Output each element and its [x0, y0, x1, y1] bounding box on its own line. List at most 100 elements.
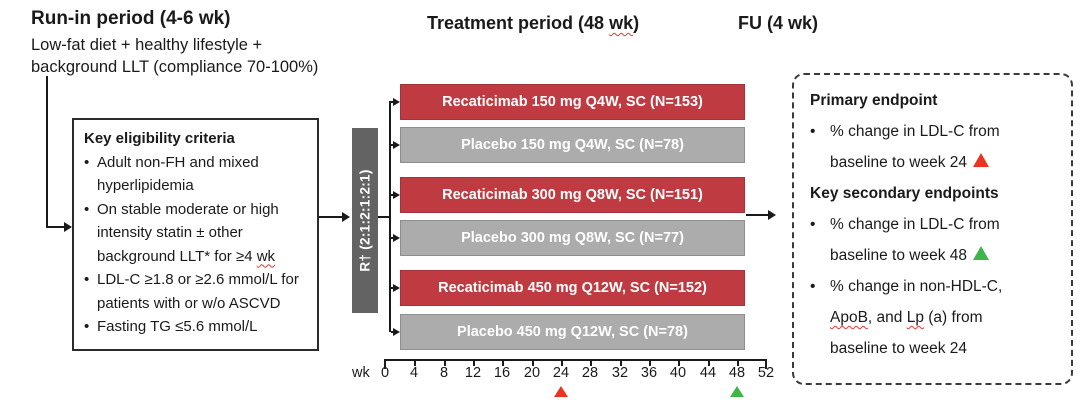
eligibility-title: Key eligibility criteria — [84, 130, 235, 147]
axis-tick — [414, 359, 416, 366]
eligibility-bullet-1: • Adult non-FH and mixed hyperlipidemia — [84, 151, 311, 198]
branch-line-5 — [391, 287, 394, 289]
randomization-label: R† (2:1:2:1:2:1) — [357, 169, 373, 272]
secondary-endpoint-2-seg1: % change in non-HDL-C, — [830, 278, 1003, 295]
week-label-40: 40 — [669, 365, 687, 381]
r-to-trunk-line — [378, 216, 390, 218]
axis-tick — [708, 359, 710, 366]
treatment-title-pre: Treatment period (48 — [427, 13, 610, 33]
followup-period-title: FU (4 wk) — [738, 13, 819, 33]
secondary-endpoint-2-seg3: (a) from baseline to week 24 — [830, 309, 983, 357]
week-label-16: 16 — [493, 365, 511, 381]
secondary-endpoints-title: Key secondary endpoints — [810, 185, 999, 202]
secondary-endpoint-2-seg2: , and — [867, 309, 907, 326]
green-triangle-icon — [973, 246, 990, 260]
axis-tick — [532, 359, 534, 366]
primary-endpoint-text: % change in LDL-C from baseline to week … — [830, 116, 1032, 178]
arm-bar-placebo-300: Placebo 300 mg Q8W, SC (N=77) — [400, 220, 745, 256]
runin-period-title: Run-in period (4-6 wk) — [31, 8, 231, 29]
primary-endpoint-text-body: % change in LDL-C from baseline to week … — [830, 123, 1000, 171]
arm-bar-recaticimab-150: Recaticimab 150 mg Q4W, SC (N=153) — [400, 84, 745, 120]
bullet-icon: • — [84, 153, 90, 171]
eligibility-bullet-2-wk: wk — [256, 247, 276, 265]
week-label-44: 44 — [699, 365, 717, 381]
branch-line-1 — [391, 101, 394, 103]
arm-bar-placebo-150: Placebo 150 mg Q4W, SC (N=78) — [400, 127, 745, 163]
runin-connector-hline — [46, 226, 65, 228]
axis-tick — [590, 359, 592, 366]
secondary-endpoint-2-apob: ApoB — [830, 309, 868, 326]
bullet-icon: • — [84, 318, 90, 335]
secondary-endpoint-1-body: % change in LDL-C from baseline to week … — [830, 216, 1000, 264]
branch-trunk-line — [389, 101, 391, 332]
runin-line1: Low-fat diet + healthy lifestyle + — [31, 36, 263, 54]
eligibility-bullet-3-text: LDL-C ≥1.8 or ≥2.6 mmol/L for patients w… — [97, 271, 299, 312]
eligibility-bullet-3: • LDL-C ≥1.8 or ≥2.6 mmol/L for patients… — [84, 268, 311, 315]
bullet-icon: • — [84, 200, 90, 218]
arms-to-endpoints-line — [746, 214, 769, 216]
secondary-endpoint-bullet-1: • % change in LDL-C from baseline to wee… — [810, 209, 1057, 271]
eligibility-bullet-4: • Fasting TG ≤5.6 mmol/L — [84, 315, 311, 339]
week-axis-line — [384, 359, 767, 361]
bullet-icon: • — [810, 278, 816, 295]
week-label-12: 12 — [464, 365, 482, 381]
eligibility-to-r-arrowhead-icon — [342, 212, 350, 222]
branch-line-6 — [391, 331, 394, 333]
branch-arrowhead-icon-4 — [393, 234, 400, 242]
branch-arrowhead-icon-1 — [393, 98, 400, 106]
axis-tick — [444, 359, 446, 366]
eligibility-bullet-2-pre: On stable moderate or high intensity sta… — [97, 200, 279, 265]
axis-tick — [502, 359, 504, 366]
week-axis-unit-label: wk — [352, 365, 370, 381]
week-label-28: 28 — [581, 365, 599, 381]
branch-arrowhead-icon-3 — [393, 191, 400, 199]
axis-tick — [561, 359, 563, 366]
arm-bar-recaticimab-300: Recaticimab 300 mg Q8W, SC (N=151) — [400, 177, 745, 213]
branch-line-3 — [391, 194, 394, 196]
branch-arrowhead-icon-2 — [393, 141, 400, 149]
arms-to-endpoints-arrowhead-icon — [768, 210, 776, 220]
axis-tick — [649, 359, 651, 366]
primary-endpoint-bullet: • % change in LDL-C from baseline to wee… — [810, 116, 1057, 178]
week-label-48: 48 — [728, 365, 746, 381]
secondary-endpoint-bullet-2: • % change in non-HDL-C, ApoB, and Lp (a… — [810, 271, 1057, 364]
eligibility-bullet-2-text: On stable moderate or high intensity sta… — [97, 198, 303, 269]
eligibility-bullet-2: • On stable moderate or high intensity s… — [84, 198, 311, 269]
secondary-endpoint-1-text: % change in LDL-C from baseline to week … — [830, 209, 1032, 271]
week-label-24: 24 — [552, 365, 570, 381]
eligibility-bullet-1-text: Adult non-FH and mixed hyperlipidemia — [97, 153, 259, 195]
axis-tick — [473, 359, 475, 366]
week-label-36: 36 — [640, 365, 658, 381]
runin-connector-vline — [46, 76, 48, 228]
arm-bar-recaticimab-450: Recaticimab 450 mg Q12W, SC (N=152) — [400, 270, 745, 306]
branch-arrowhead-icon-5 — [393, 284, 400, 292]
axis-tick — [384, 359, 386, 369]
runin-line2: background LLT (compliance 70-100%) — [31, 58, 319, 76]
week-label-4: 4 — [409, 365, 419, 381]
week-label-52: 52 — [757, 365, 775, 381]
bullet-icon: • — [810, 123, 816, 140]
axis-tick — [620, 359, 622, 366]
bullet-icon: • — [84, 271, 90, 288]
treatment-title-wk: wk — [609, 13, 634, 33]
red-triangle-icon — [973, 153, 990, 167]
bullet-icon: • — [810, 216, 816, 233]
axis-tick — [765, 359, 767, 369]
runin-arrowhead-icon — [64, 222, 72, 232]
eligibility-to-r-line — [319, 216, 343, 218]
week-label-32: 32 — [611, 365, 629, 381]
primary-endpoint-title: Primary endpoint — [810, 92, 938, 109]
branch-line-4 — [391, 237, 394, 239]
secondary-week-marker-icon — [730, 386, 744, 397]
treatment-period-title: Treatment period (48 wk) — [427, 13, 639, 34]
primary-week-marker-icon — [554, 386, 568, 397]
secondary-endpoint-2-lp: Lp — [906, 309, 924, 326]
branch-arrowhead-icon-6 — [393, 328, 400, 336]
axis-tick — [678, 359, 680, 366]
eligibility-bullet-4-text: Fasting TG ≤5.6 mmol/L — [97, 318, 258, 335]
endpoints-box: Primary endpoint • % change in LDL-C fro… — [792, 73, 1073, 385]
week-label-8: 8 — [439, 365, 449, 381]
axis-tick — [737, 359, 739, 366]
randomization-bar: R† (2:1:2:1:2:1) — [352, 128, 378, 313]
